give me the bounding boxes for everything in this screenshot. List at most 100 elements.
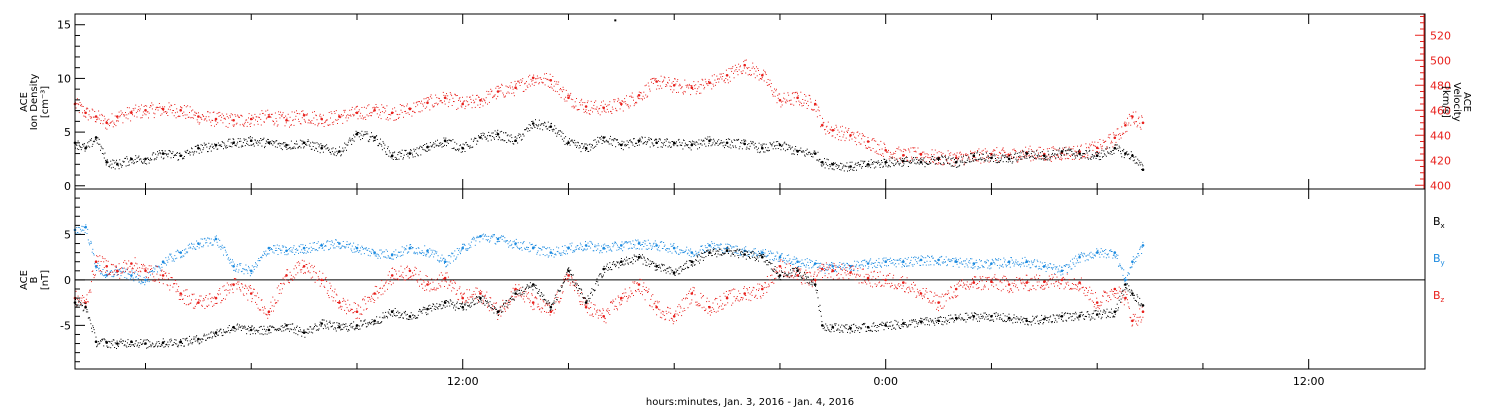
velocity-sample	[638, 91, 640, 93]
density-sample	[825, 163, 827, 165]
velocity-sample	[422, 103, 424, 105]
density-sample	[498, 136, 500, 138]
density-sample	[298, 146, 300, 147]
by-sample	[360, 247, 362, 249]
by-sample	[203, 238, 205, 240]
density-sample	[511, 137, 513, 139]
by-sample	[866, 262, 868, 264]
velocity-sample	[608, 111, 609, 113]
by-sample	[453, 260, 454, 262]
density-sample	[686, 145, 688, 147]
density-sample	[466, 144, 468, 146]
velocity-sample	[1134, 123, 1135, 125]
density-sample	[388, 150, 390, 152]
density-sample	[575, 142, 577, 144]
velocity-sample	[675, 83, 677, 85]
by-sample	[159, 267, 161, 269]
velocity-sample	[337, 123, 338, 124]
velocity-sample	[317, 125, 319, 127]
by-sample	[283, 245, 285, 247]
velocity-sample	[1136, 121, 1137, 123]
density-sample	[1139, 162, 1141, 164]
density-sample	[175, 155, 177, 156]
by-sample	[718, 247, 720, 249]
density-sample	[174, 154, 176, 156]
velocity-sample	[462, 96, 463, 98]
density-sample	[382, 141, 384, 143]
density-sample	[1141, 169, 1143, 170]
by-sample	[265, 255, 267, 257]
by-sample	[418, 247, 420, 249]
by-sample	[426, 253, 428, 255]
density-sample	[610, 135, 611, 137]
velocity-point	[761, 74, 764, 77]
density-sample	[376, 139, 378, 140]
by-sample	[738, 250, 740, 252]
by-sample	[105, 277, 107, 278]
velocity-sample	[1077, 145, 1078, 147]
velocity-sample	[144, 113, 146, 115]
by-sample	[470, 241, 472, 243]
velocity-sample	[881, 154, 882, 156]
density-sample	[565, 136, 567, 138]
density-sample	[932, 156, 934, 158]
by-sample	[888, 259, 890, 260]
by-sample	[153, 271, 155, 273]
density-sample	[117, 165, 119, 167]
by-sample	[768, 253, 770, 254]
density-sample	[716, 142, 718, 144]
velocity-sample	[436, 97, 438, 99]
velocity-sample	[791, 103, 793, 105]
velocity-sample	[480, 98, 482, 100]
density-sample	[349, 137, 351, 139]
density-sample	[187, 153, 189, 154]
by-sample	[873, 263, 875, 264]
density-sample	[456, 149, 458, 150]
by-sample	[87, 228, 89, 230]
density-point	[708, 139, 711, 142]
velocity-sample	[620, 101, 622, 103]
velocity-sample	[711, 88, 713, 90]
velocity-sample	[849, 136, 851, 138]
by-sample	[148, 272, 149, 274]
velocity-sample	[222, 122, 224, 124]
velocity-sample	[444, 103, 446, 105]
density-sample	[713, 140, 715, 142]
by-sample	[469, 247, 470, 249]
velocity-sample	[513, 95, 515, 97]
density-sample	[317, 150, 319, 152]
by-sample	[557, 250, 559, 252]
by-sample	[642, 241, 644, 243]
density-sample	[942, 156, 944, 158]
velocity-sample	[99, 114, 101, 116]
velocity-point	[130, 111, 133, 115]
density-sample	[410, 150, 412, 152]
by-sample	[780, 255, 782, 256]
density-sample	[1137, 164, 1139, 166]
density-sample	[717, 144, 719, 146]
velocity-sample	[954, 164, 956, 166]
velocity-sample	[296, 110, 297, 112]
by-sample	[251, 273, 253, 275]
velocity-sample	[961, 159, 963, 161]
velocity-sample	[806, 108, 808, 109]
velocity-sample	[495, 98, 497, 100]
by-sample	[623, 246, 625, 248]
by-sample	[504, 237, 506, 239]
density-sample	[868, 165, 870, 167]
velocity-sample	[998, 160, 1000, 162]
by-sample	[754, 252, 756, 254]
density-sample	[1049, 157, 1051, 159]
density-sample	[529, 124, 531, 126]
velocity-sample	[822, 122, 824, 124]
density-sample	[1128, 153, 1130, 155]
by-sample	[677, 253, 679, 255]
density-sample	[440, 143, 442, 145]
velocity-sample	[521, 80, 523, 82]
by-sample	[574, 250, 576, 252]
by-sample	[828, 264, 830, 266]
velocity-sample	[990, 155, 992, 156]
by-sample	[542, 246, 544, 248]
by-sample	[943, 261, 945, 263]
density-sample	[485, 136, 486, 138]
